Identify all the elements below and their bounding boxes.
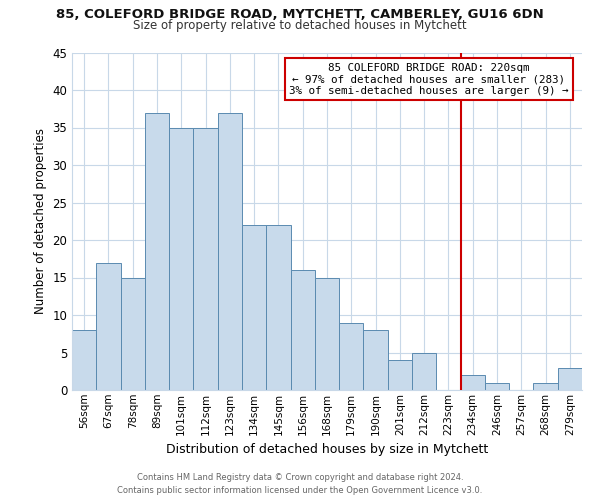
Bar	[121, 278, 145, 390]
Bar	[364, 330, 388, 390]
Y-axis label: Number of detached properties: Number of detached properties	[34, 128, 47, 314]
Bar	[388, 360, 412, 390]
Text: 85, COLEFORD BRIDGE ROAD, MYTCHETT, CAMBERLEY, GU16 6DN: 85, COLEFORD BRIDGE ROAD, MYTCHETT, CAMB…	[56, 8, 544, 20]
Bar	[145, 112, 169, 390]
X-axis label: Distribution of detached houses by size in Mytchett: Distribution of detached houses by size …	[166, 443, 488, 456]
Bar	[72, 330, 96, 390]
Text: Size of property relative to detached houses in Mytchett: Size of property relative to detached ho…	[133, 19, 467, 32]
Bar	[169, 128, 193, 390]
Bar	[290, 270, 315, 390]
Bar	[461, 375, 485, 390]
Text: 85 COLEFORD BRIDGE ROAD: 220sqm
← 97% of detached houses are smaller (283)
3% of: 85 COLEFORD BRIDGE ROAD: 220sqm ← 97% of…	[289, 62, 569, 96]
Bar	[218, 112, 242, 390]
Bar	[412, 352, 436, 390]
Bar	[96, 262, 121, 390]
Bar	[193, 128, 218, 390]
Bar	[266, 225, 290, 390]
Bar	[242, 225, 266, 390]
Bar	[339, 322, 364, 390]
Bar	[558, 368, 582, 390]
Bar	[533, 382, 558, 390]
Bar	[315, 278, 339, 390]
Text: Contains HM Land Registry data © Crown copyright and database right 2024.
Contai: Contains HM Land Registry data © Crown c…	[118, 474, 482, 495]
Bar	[485, 382, 509, 390]
